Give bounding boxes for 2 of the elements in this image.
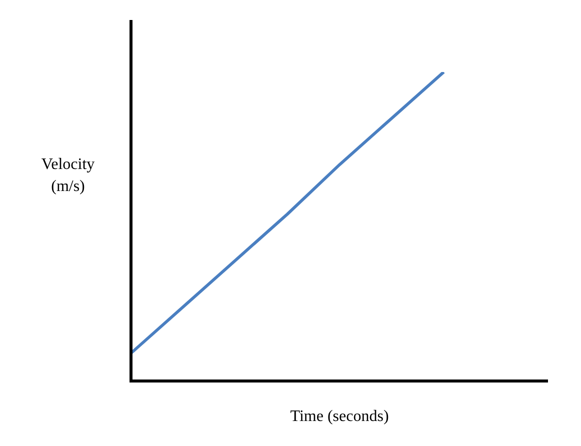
x-axis-title: Time (seconds)	[290, 408, 389, 426]
y-axis-title: Velocity (m/s)	[41, 156, 95, 196]
